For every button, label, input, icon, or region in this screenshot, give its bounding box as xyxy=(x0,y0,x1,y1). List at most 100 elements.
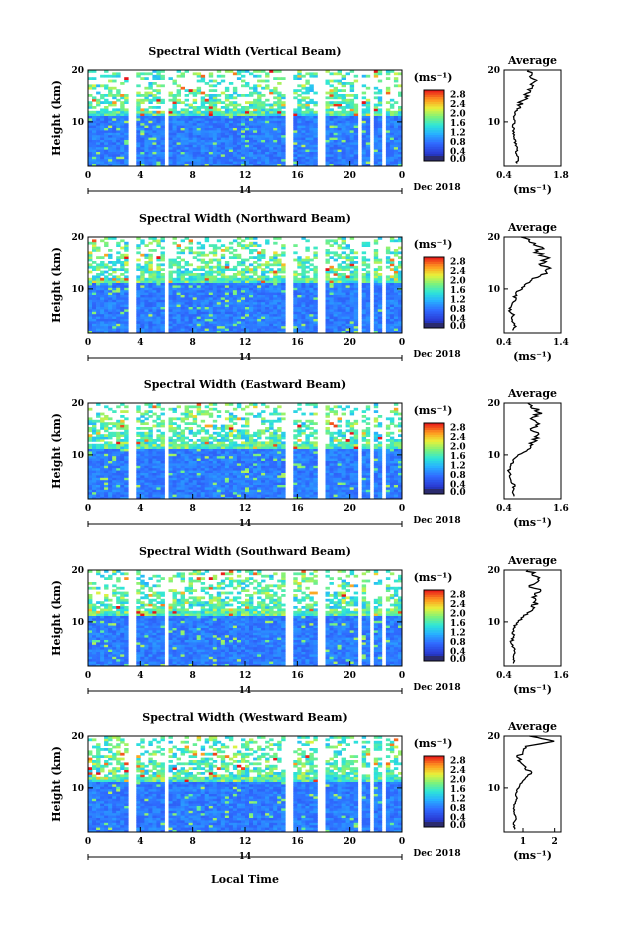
heatmap-cell xyxy=(108,311,112,314)
heatmap-cell xyxy=(245,266,249,269)
heatmap-cell xyxy=(193,280,197,283)
heatmap-cell xyxy=(217,113,221,116)
heatmap-cell xyxy=(221,120,225,123)
heatmap-cell xyxy=(112,451,116,454)
heatmap-cell xyxy=(213,147,217,150)
heatmap-cell xyxy=(213,154,217,157)
heatmap-cell xyxy=(265,135,269,138)
heatmap-cell xyxy=(229,297,233,300)
heatmap-cell xyxy=(189,120,193,123)
heatmap-cell xyxy=(346,123,350,126)
heatmap-cell xyxy=(374,259,378,262)
heatmap-cell xyxy=(281,140,285,143)
heatmap-cell xyxy=(221,149,225,152)
heatmap-cell xyxy=(293,152,297,155)
heatmap-cell xyxy=(265,75,269,78)
heatmap-cell xyxy=(342,280,346,283)
heatmap-cell xyxy=(120,321,124,324)
heatmap-cell xyxy=(100,261,104,264)
heatmap-cell xyxy=(305,249,309,252)
heatmap-cell xyxy=(346,149,350,152)
colorbar-band xyxy=(424,156,444,161)
heatmap-cell xyxy=(245,111,249,114)
heatmap-cell xyxy=(161,468,165,471)
heatmap-cell xyxy=(148,316,152,319)
heatmap-cell xyxy=(197,287,201,290)
heatmap-cell xyxy=(205,297,209,300)
heatmap-cell xyxy=(273,326,277,329)
heatmap-cell xyxy=(233,314,237,317)
heatmap-cell xyxy=(350,314,354,317)
heatmap-cell xyxy=(169,278,173,281)
heatmap-cell xyxy=(197,108,201,111)
heatmap-cell xyxy=(104,130,108,133)
heatmap-cell xyxy=(120,287,124,290)
heatmap-cell xyxy=(205,123,209,126)
heatmap-cell xyxy=(362,316,366,319)
heatmap-cell xyxy=(148,283,152,286)
heatmap-cell xyxy=(233,113,237,116)
heatmap-cell xyxy=(261,140,265,143)
heatmap-cell xyxy=(225,111,229,114)
heatmap-cell xyxy=(269,271,273,274)
heatmap-cell xyxy=(124,326,128,329)
heatmap-cell xyxy=(225,307,229,310)
heatmap-cell xyxy=(309,125,313,128)
heatmap-cell xyxy=(378,147,382,150)
heatmap-cell xyxy=(96,480,100,483)
heatmap-cell xyxy=(249,154,253,157)
heatmap-cell xyxy=(342,99,346,102)
heatmap-cell xyxy=(390,268,394,271)
heatmap-cell xyxy=(301,120,305,123)
heatmap-cell xyxy=(233,130,237,133)
heatmap-cell xyxy=(124,113,128,116)
heatmap-cell xyxy=(245,314,249,317)
heatmap-cell xyxy=(108,473,112,476)
heatmap-cell xyxy=(386,299,390,302)
heatmap-cell xyxy=(350,142,354,145)
heatmap-cell xyxy=(249,328,253,331)
heatmap-cell xyxy=(173,283,177,286)
heatmap-cell xyxy=(342,135,346,138)
heatmap-cell xyxy=(277,271,281,274)
heatmap-cell xyxy=(305,321,309,324)
heatmap-cell xyxy=(237,147,241,150)
heatmap-cell xyxy=(378,116,382,119)
heatmap-cell xyxy=(104,461,108,464)
heatmap-cell xyxy=(217,144,221,147)
heatmap-cell xyxy=(116,461,120,464)
heatmap-cell xyxy=(233,278,237,281)
heatmap-cell xyxy=(197,154,201,157)
heatmap-cell xyxy=(330,309,334,312)
heatmap-cell xyxy=(313,299,317,302)
heatmap-cell xyxy=(217,283,221,286)
heatmap-cell xyxy=(104,118,108,121)
heatmap-cell xyxy=(181,142,185,145)
heatmap-cell xyxy=(116,323,120,326)
heatmap-cell xyxy=(112,142,116,145)
heatmap-cell xyxy=(169,482,173,485)
heatmap-cell xyxy=(305,161,309,164)
heatmap-cell xyxy=(120,304,124,307)
x-tick-label: 12 xyxy=(239,171,252,181)
heatmap-cell xyxy=(144,316,148,319)
heatmap-cell xyxy=(390,120,394,123)
heatmap-cell xyxy=(253,111,257,114)
heatmap-cell xyxy=(104,280,108,283)
heatmap-cell xyxy=(197,285,201,288)
heatmap-cell xyxy=(140,477,144,480)
heatmap-cell xyxy=(116,473,120,476)
heatmap-cell xyxy=(273,283,277,286)
heatmap-cell xyxy=(197,142,201,145)
heatmap-cell xyxy=(161,118,165,121)
heatmap-cell xyxy=(173,271,177,274)
heatmap-cell xyxy=(346,297,350,300)
heatmap-cell xyxy=(350,84,354,87)
heatmap-cell xyxy=(152,132,156,135)
colorbar-band xyxy=(424,281,444,284)
heatmap-cell xyxy=(193,106,197,109)
heatmap-cell xyxy=(217,101,221,104)
heatmap-cell xyxy=(330,321,334,324)
heatmap-cell xyxy=(209,292,213,295)
heatmap-cell xyxy=(197,273,201,276)
